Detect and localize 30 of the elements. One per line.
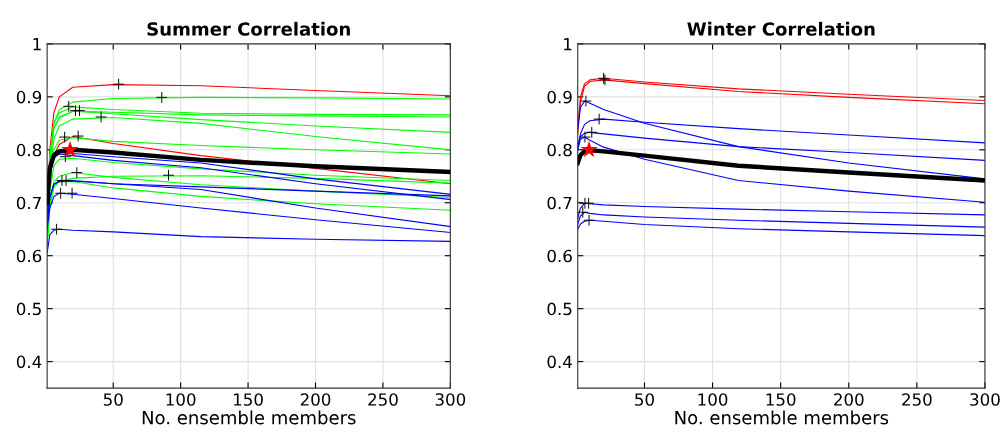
chart-title: Winter Correlation bbox=[687, 21, 875, 36]
y-tick-label: 0.6 bbox=[16, 249, 42, 263]
x-tick-label: 200 bbox=[300, 393, 331, 406]
x-axis-title: No. ensemble members bbox=[142, 410, 356, 425]
y-tick-label: 0.8 bbox=[16, 143, 42, 157]
x-tick-label: 150 bbox=[233, 393, 263, 406]
y-tick-label: 1 bbox=[564, 38, 572, 51]
y-tick-label: 0.9 bbox=[16, 90, 42, 104]
x-tick-label: 100 bbox=[166, 393, 196, 406]
x-tick-label: 300 bbox=[435, 393, 466, 406]
x-tick-label: 50 bbox=[635, 393, 654, 406]
y-tick-label: 0.8 bbox=[547, 143, 572, 157]
y-tick-label: 0.9 bbox=[547, 90, 572, 104]
x-tick-label: 200 bbox=[834, 393, 864, 406]
x-axis-title: No. ensemble members bbox=[675, 410, 889, 425]
y-tick-label: 0.4 bbox=[16, 355, 42, 369]
x-tick-label: 150 bbox=[766, 393, 796, 406]
x-tick-label: 300 bbox=[970, 393, 1000, 406]
y-tick-label: 0.4 bbox=[547, 355, 572, 369]
x-tick-label: 50 bbox=[103, 393, 123, 406]
y-tick-label: 0.7 bbox=[16, 196, 41, 210]
y-tick-label: 0.5 bbox=[16, 302, 41, 316]
x-tick-label: 250 bbox=[368, 393, 398, 406]
chart-title: Summer Correlation bbox=[147, 21, 350, 36]
y-tick-label: 1 bbox=[33, 38, 41, 51]
x-tick-label: 250 bbox=[902, 393, 932, 406]
x-tick-label: 100 bbox=[698, 393, 728, 406]
y-tick-label: 0.7 bbox=[547, 196, 572, 210]
y-tick-label: 0.5 bbox=[547, 302, 572, 316]
y-tick-label: 0.6 bbox=[547, 249, 572, 263]
